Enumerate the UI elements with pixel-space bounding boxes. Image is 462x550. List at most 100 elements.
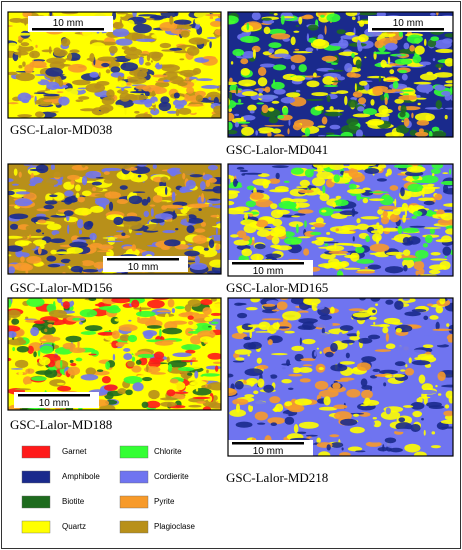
- mineral-grain: [430, 214, 449, 217]
- mineral-grain: [356, 362, 371, 371]
- mineral-grain: [349, 412, 365, 415]
- panel-label: GSC-Lalor-MD218: [226, 470, 328, 485]
- mineral-grain: [25, 316, 29, 320]
- mineral-grain: [193, 12, 211, 19]
- mineral-grain: [228, 370, 239, 375]
- mineral-grain: [49, 298, 53, 304]
- mineral-grain: [391, 65, 411, 68]
- mineral-grain: [18, 171, 22, 178]
- mineral-grain: [36, 226, 49, 236]
- mineral-grain: [384, 266, 404, 274]
- mineral-grain: [244, 213, 249, 220]
- mineral-grain: [205, 365, 221, 370]
- mineral-grain: [240, 35, 260, 43]
- mineral-grain: [411, 308, 427, 313]
- mineral-grain: [33, 320, 45, 325]
- mineral-grain: [432, 58, 436, 62]
- mineral-grain: [39, 345, 54, 354]
- mineral-grain: [85, 170, 102, 179]
- mineral-grain: [267, 131, 272, 137]
- mineral-grain: [42, 334, 54, 339]
- mineral-grain: [272, 79, 276, 86]
- mineral-grain: [152, 164, 157, 169]
- mineral-grain: [103, 167, 122, 171]
- mineral-grain: [293, 424, 299, 434]
- mineral-grain: [196, 401, 206, 404]
- mineral-grain: [122, 216, 142, 222]
- mineral-grain: [415, 131, 429, 137]
- mineral-grain: [66, 247, 84, 254]
- mineral-grain: [370, 324, 389, 327]
- mineral-grain: [416, 397, 423, 404]
- mineral-grain: [383, 382, 387, 387]
- mineral-grain: [428, 269, 441, 275]
- legend-label: Cordierite: [154, 472, 189, 481]
- mineral-grain: [229, 208, 245, 211]
- mineral-grain: [8, 245, 24, 252]
- mineral-grain: [43, 99, 55, 103]
- mineral-grain: [325, 351, 334, 358]
- mineral-grain: [228, 15, 239, 25]
- mineral-grain: [310, 187, 318, 191]
- mineral-grain: [304, 168, 314, 178]
- mineral-grain: [361, 389, 373, 399]
- mineral-grain: [194, 203, 210, 208]
- mineral-grain: [359, 80, 368, 86]
- mineral-grain: [403, 42, 410, 50]
- mineral-grain: [69, 241, 88, 248]
- mineral-grain: [164, 186, 168, 196]
- mineral-grain: [175, 227, 179, 231]
- mineral-grain: [240, 68, 251, 76]
- mineral-grain: [161, 246, 170, 250]
- mineral-grain: [115, 60, 129, 63]
- mineral-grain: [366, 75, 386, 79]
- mineral-grain: [148, 389, 160, 400]
- mineral-grain: [77, 339, 80, 349]
- mineral-grain: [43, 204, 55, 210]
- mineral-grain: [230, 61, 234, 65]
- mineral-grain: [116, 12, 129, 15]
- mineral-grain: [146, 325, 162, 329]
- mineral-grain: [271, 236, 280, 245]
- mineral-grain: [444, 404, 450, 409]
- mineral-grain: [46, 255, 57, 262]
- mineral-grain: [241, 51, 256, 58]
- mineral-grain: [166, 110, 178, 114]
- mineral-grain: [20, 256, 25, 263]
- mineral-grain: [263, 373, 271, 382]
- scale-bar: [372, 28, 444, 31]
- mineral-grain: [44, 328, 48, 333]
- mineral-grain: [12, 346, 16, 352]
- mineral-grain: [25, 383, 41, 388]
- mineral-map: 10 mm: [228, 164, 453, 276]
- mineral-grain: [92, 370, 110, 376]
- mineral-grain: [369, 316, 377, 320]
- mineral-grain: [179, 167, 196, 175]
- mineral-grain: [131, 32, 139, 42]
- mineral-grain: [340, 37, 344, 44]
- mineral-grain: [278, 200, 297, 210]
- mineral-grain: [288, 119, 291, 126]
- mineral-grain: [248, 400, 267, 407]
- mineral-grain: [42, 232, 45, 235]
- mineral-grain: [200, 299, 213, 306]
- mineral-grain: [369, 191, 389, 194]
- mineral-grain: [249, 213, 254, 217]
- mineral-grain: [437, 393, 442, 396]
- mineral-grain: [194, 370, 199, 379]
- mineral-grain: [70, 362, 77, 367]
- mineral-grain: [71, 79, 91, 86]
- mineral-grain: [435, 321, 440, 331]
- mineral-grain: [345, 352, 350, 359]
- mineral-grain: [288, 221, 304, 228]
- mineral-grain: [398, 31, 403, 38]
- mineral-grain: [187, 217, 204, 224]
- mineral-grain: [287, 404, 305, 413]
- mineral-grain: [444, 94, 452, 101]
- mineral-grain: [393, 164, 413, 169]
- mineral-grain: [104, 191, 121, 199]
- mineral-grain: [440, 180, 453, 186]
- mineral-grain: [49, 379, 66, 387]
- mineral-grain: [336, 90, 349, 94]
